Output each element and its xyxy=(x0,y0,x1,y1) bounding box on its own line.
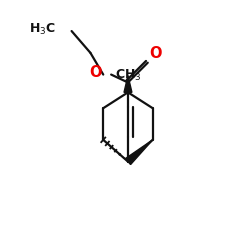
Text: CH$_3$: CH$_3$ xyxy=(115,68,141,83)
Polygon shape xyxy=(125,140,153,164)
Text: H$_3$C: H$_3$C xyxy=(29,22,56,37)
Text: O: O xyxy=(89,65,101,80)
Text: O: O xyxy=(150,46,162,61)
Polygon shape xyxy=(124,76,132,92)
